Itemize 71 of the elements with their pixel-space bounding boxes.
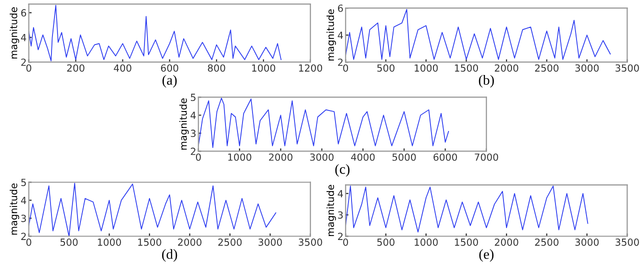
x-tick-label: 0 (26, 238, 32, 246)
x-tick-label: 1000 (414, 64, 438, 72)
x-tick-label: 0 (26, 64, 32, 72)
y-tick-label: 3 (190, 130, 196, 138)
x-tick-label: 2500 (535, 64, 558, 72)
line-series (346, 186, 588, 232)
x-tick-label: 1000 (414, 238, 438, 246)
x-tick-label: 400 (114, 64, 132, 72)
x-tick-label: 0 (343, 64, 348, 72)
x-tick-label: 800 (208, 64, 226, 72)
x-tick-label: 3000 (258, 238, 282, 246)
x-tick-label: 4000 (351, 153, 375, 161)
x-tick-label: 7000 (474, 153, 498, 161)
x-tick-label: 3500 (298, 238, 322, 246)
x-tick-label: 6000 (434, 153, 457, 161)
x-tick-label: 1200 (299, 64, 322, 72)
line-series (198, 98, 449, 148)
y-tick-label: 5 (21, 178, 26, 186)
y-tick-label: 2 (338, 58, 343, 66)
x-tick-label: 1000 (98, 238, 121, 246)
x-axis-title: (b) (478, 74, 494, 88)
y-tick-label: 5 (190, 94, 196, 102)
x-tick-label: 1500 (138, 238, 162, 246)
y-tick-label: 4 (21, 34, 26, 42)
x-axis-title: (c) (335, 164, 350, 177)
line-series (28, 4, 282, 62)
x-tick-label: 1500 (454, 64, 478, 72)
y-tick-label: 2 (21, 58, 26, 66)
x-tick-label: 5000 (392, 153, 416, 161)
y-axis-title: magnitude (10, 7, 20, 58)
y-axis-title: magnitude (10, 183, 20, 235)
x-tick-label: 3500 (616, 238, 639, 246)
x-axis-title: (d) (162, 249, 178, 262)
y-tick-label: 4 (338, 32, 343, 39)
x-tick-label: 3000 (575, 238, 599, 246)
line-series (346, 9, 611, 60)
x-tick-label: 2000 (494, 238, 518, 246)
y-tick-label: 2 (190, 148, 196, 155)
x-axis-title: (e) (479, 249, 494, 262)
x-tick-label: 500 (377, 64, 394, 72)
y-tick-label: 2 (338, 232, 343, 240)
y-tick-label: 2 (21, 232, 26, 240)
x-tick-label: 0 (196, 153, 201, 161)
x-tick-label: 1000 (252, 64, 276, 72)
x-tick-label: 3500 (616, 64, 639, 72)
x-tick-label: 500 (377, 238, 394, 246)
x-tick-label: 200 (67, 64, 84, 72)
y-tick-label: 3 (338, 211, 343, 219)
x-tick-label: 2500 (535, 238, 558, 246)
x-tick-label: 500 (60, 238, 78, 246)
x-tick-label: 2500 (218, 238, 242, 246)
x-tick-label: 600 (161, 64, 178, 72)
x-tick-label: 2000 (269, 153, 292, 161)
x-axis-title: (a) (162, 74, 177, 88)
x-tick-label: 1000 (228, 153, 252, 161)
x-tick-label: 3000 (575, 64, 599, 72)
y-tick-label: 6 (338, 4, 343, 12)
x-tick-label: 3000 (310, 153, 334, 161)
y-tick-label: 3 (21, 214, 26, 222)
y-axis-title: magnitude (326, 184, 336, 236)
x-tick-label: 0 (343, 238, 348, 246)
x-tick-label: 2000 (494, 64, 518, 72)
x-tick-label: 1500 (454, 238, 478, 246)
y-tick-label: 4 (190, 112, 196, 119)
line-series (28, 182, 276, 236)
y-tick-label: 4 (21, 196, 26, 204)
y-tick-label: 6 (21, 9, 26, 17)
y-tick-label: 4 (338, 190, 343, 198)
x-tick-label: 2000 (178, 238, 202, 246)
y-axis-title: magnitude (326, 9, 336, 61)
y-axis-title: magnitude (179, 98, 189, 150)
